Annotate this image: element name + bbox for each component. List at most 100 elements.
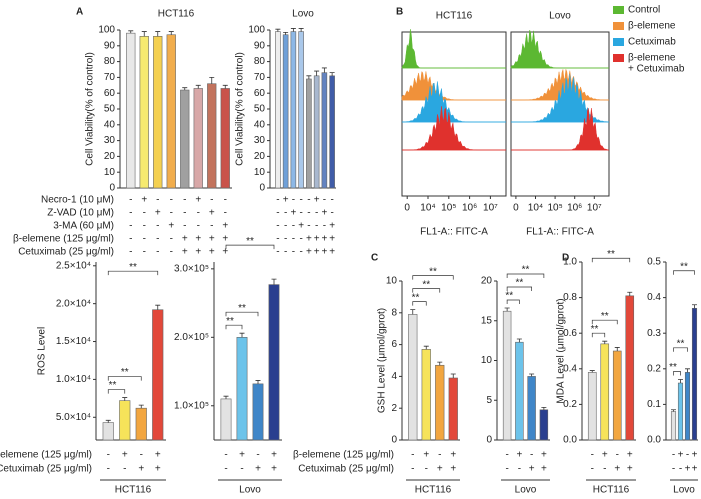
condition-label: Necro-1 (10 μM) [41,195,114,206]
error-bar [314,70,320,76]
bar [207,83,217,189]
y-tick-label: 30 [104,135,116,146]
error-bar [410,309,416,315]
bar [329,75,335,189]
condition-label: Cetuximab (25 μg/ml) [298,464,394,475]
bar [625,295,635,441]
condition-sign: - [276,247,279,258]
flow-tick-label: 10⁶ [462,203,477,214]
condition-label: β-elemene (125 μg/ml) [13,234,114,245]
bar [153,36,163,189]
flow-frame [401,31,507,197]
flow-tick-label: 10⁷ [587,203,602,214]
condition-sign: - [672,450,675,461]
chart-title: HCT116 [115,485,152,496]
error-bar [614,347,620,351]
y-tick-label: 0.8 [563,292,577,303]
y-tick-label: 0 [391,435,397,446]
condition-sign: + [437,464,443,475]
error-bar [271,278,277,285]
error-bar [275,28,281,32]
condition-sign: + [329,221,335,232]
condition-label: β-elemene (125 μg/ml) [0,450,92,461]
condition-sign: + [168,221,174,232]
condition-sign: - [183,208,186,219]
condition-sign: - [129,195,132,206]
error-bar [589,370,595,373]
condition-sign: + [627,464,633,475]
flow-tick-label: 10⁷ [483,203,498,214]
bar [502,310,512,441]
condition-sign: + [209,247,215,258]
bar [306,78,312,189]
condition-sign: - [276,208,279,219]
bar [139,36,149,189]
error-bar [290,28,296,32]
y-tick-label: 0 [109,183,115,194]
condition-sign: - [292,195,295,206]
error-bar [306,75,312,79]
condition-sign: - [672,464,675,475]
condition-sign: - [197,221,200,232]
error-bar [105,419,111,423]
error-bar [138,404,144,409]
y-tick-label: 50 [254,104,266,115]
legend-label: β-elemene [628,21,676,32]
condition-sign: - [170,234,173,245]
condition-sign: + [692,464,698,475]
error-bar [122,397,128,401]
error-bar [239,332,245,338]
condition-sign: - [323,195,326,206]
condition-sign: + [222,234,228,245]
panel-label: A [76,7,83,18]
condition-sign: + [182,247,188,258]
bar [321,72,328,189]
significance-label: ** [246,236,254,247]
flow-histogram [511,74,610,123]
condition-sign: + [209,208,215,219]
condition-sign: - [616,450,619,461]
condition-sign: - [505,450,508,461]
flow-frame [510,31,610,197]
condition-sign: + [222,221,228,232]
condition-sign: + [306,234,312,245]
y-tick-label: 10 [104,167,116,178]
condition-sign: - [411,450,414,461]
condition-sign: - [143,221,146,232]
condition-sign: - [299,234,302,245]
y-tick-label: 10 [254,167,266,178]
significance-label: ** [121,367,129,378]
condition-sign: - [224,195,227,206]
error-bar [223,395,229,399]
condition-sign: - [307,221,310,232]
condition-sign: - [292,247,295,258]
legend-label: Control [628,5,660,16]
condition-sign: - [284,234,287,245]
condition-sign: - [505,464,508,475]
condition-sign: - [411,464,414,475]
y-axis-label: Cell Viability(% of control) [85,52,96,166]
bar [236,337,248,441]
significance-bracket [506,299,520,305]
condition-sign: + [678,450,684,461]
condition-sign: - [210,221,213,232]
error-bar [283,31,289,35]
condition-sign: - [276,234,279,245]
y-tick-label: 0.0 [647,435,661,446]
y-tick-label: 1.0×10⁵ [174,400,209,411]
flow-tick-label: 0 [513,203,519,214]
error-bar [168,31,174,35]
condition-sign: + [529,464,535,475]
error-bar [423,345,429,350]
condition-sign: - [323,221,326,232]
condition-sign: + [450,450,456,461]
y-tick-label: 70 [104,72,116,83]
condition-sign: + [314,195,320,206]
y-tick-label: 0.3 [647,328,661,339]
significance-label: ** [505,291,513,302]
significance-bracket [107,376,142,381]
error-bar [678,379,683,384]
condition-sign: + [516,450,522,461]
condition-sign: - [292,234,295,245]
significance-label: ** [515,278,523,289]
